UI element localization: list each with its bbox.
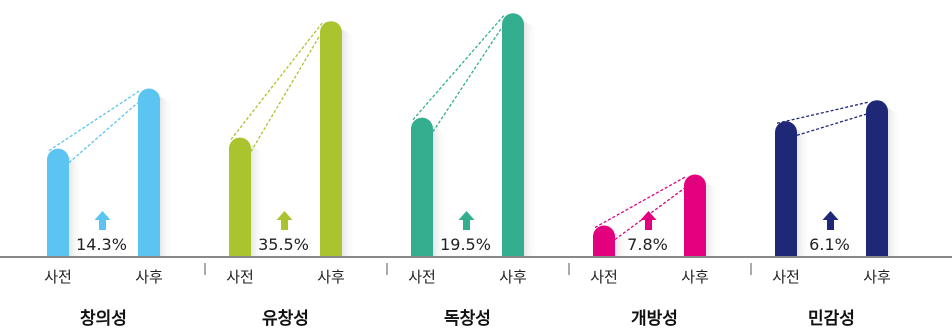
connector-line-top [594, 175, 687, 229]
bar-after [138, 88, 160, 258]
bar-label-before: 사전 [44, 268, 72, 286]
bar-before [593, 225, 615, 257]
bar-shadow [888, 108, 902, 257]
bar-shadow [69, 156, 83, 257]
connector-line-bottom [68, 102, 139, 164]
category-label: 유창성 [262, 309, 309, 329]
increase-arrow-icon [822, 211, 839, 230]
connector-line-bottom [250, 34, 321, 152]
bar-after [320, 21, 342, 258]
connector-line-bottom [796, 113, 867, 136]
increase-arrow-icon [640, 211, 657, 230]
bar-shadow [251, 145, 265, 257]
bar-shadow [797, 129, 811, 257]
connector-line-top [412, 14, 505, 121]
bar-after [502, 13, 524, 258]
bar-label-before: 사전 [226, 268, 254, 286]
bar-before [47, 148, 69, 257]
increase-arrow-icon [94, 211, 111, 230]
bar-shadow [160, 96, 174, 258]
bar-after [866, 100, 888, 257]
bar-shadow [524, 21, 538, 258]
bar-label-after: 사후 [317, 268, 345, 286]
bar-label-after: 사후 [135, 268, 163, 286]
bar-after [684, 174, 706, 257]
bar-label-after: 사후 [863, 268, 891, 286]
increase-arrow-icon [458, 211, 475, 230]
increase-label: 14.3% [76, 235, 127, 254]
bar-label-before: 사전 [408, 268, 436, 286]
connector-line-top [230, 22, 323, 140]
bar-shadow [615, 233, 629, 257]
bar-before [775, 121, 797, 257]
connector-line-top [776, 101, 869, 124]
bar-shadow [342, 29, 356, 258]
connector-line-bottom [432, 26, 503, 133]
bar-before [229, 137, 251, 257]
bar-label-after: 사후 [681, 268, 709, 286]
increase-arrow-icon [276, 211, 293, 230]
increase-label: 19.5% [440, 235, 491, 254]
category-label: 창의성 [80, 309, 127, 329]
bar-shadow [706, 182, 720, 257]
bar-shadow [433, 125, 447, 258]
increase-label: 35.5% [258, 235, 309, 254]
increase-label: 6.1% [809, 235, 850, 254]
bar-label-before: 사전 [772, 268, 800, 286]
category-label: 독창성 [444, 309, 491, 329]
bar-label-before: 사전 [590, 268, 618, 286]
connector-line-top [48, 89, 141, 152]
increase-label: 7.8% [627, 235, 668, 254]
category-label: 개방성 [631, 309, 678, 329]
category-label: 민감성 [808, 309, 855, 329]
bar-label-after: 사후 [499, 268, 527, 286]
bar-before [411, 117, 433, 257]
